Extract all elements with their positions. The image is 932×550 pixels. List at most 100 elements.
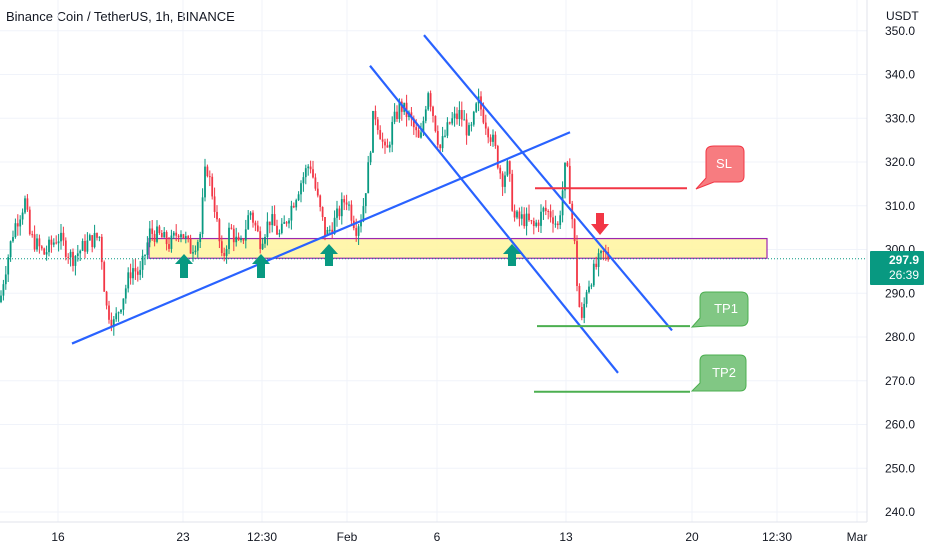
candle-body xyxy=(79,250,82,254)
candle-body xyxy=(199,234,202,242)
candle-body xyxy=(249,212,252,216)
candle-body xyxy=(588,286,590,293)
candle-body xyxy=(336,208,338,218)
candle-body xyxy=(554,223,557,225)
candle-body xyxy=(456,113,458,120)
candle-body xyxy=(177,235,180,238)
channel-lower-line[interactable] xyxy=(369,65,619,374)
candle-body xyxy=(328,229,331,231)
candle-body xyxy=(439,144,442,149)
candle-body xyxy=(204,166,206,198)
candle-body xyxy=(364,193,367,207)
candle-body xyxy=(434,115,437,132)
candle-body xyxy=(96,232,98,238)
arrow-down-icon xyxy=(591,213,609,235)
candle-body xyxy=(417,130,420,138)
candle-body xyxy=(230,227,233,229)
candle-body xyxy=(187,236,190,239)
candle-body xyxy=(240,238,242,241)
price-tick-label: 270.0 xyxy=(885,374,915,388)
arrow-up-icon xyxy=(252,254,270,278)
candle-body xyxy=(453,113,456,119)
sl-callout[interactable]: SL xyxy=(695,145,745,190)
candle-body xyxy=(496,146,499,168)
candle-body xyxy=(499,167,502,174)
candle-body xyxy=(206,166,209,177)
support-zone[interactable] xyxy=(148,237,768,259)
candle-body xyxy=(597,253,600,267)
candle-body xyxy=(369,152,372,163)
candle-body xyxy=(7,257,10,275)
candle-body xyxy=(189,238,192,254)
candle-body xyxy=(460,109,463,120)
candle-body xyxy=(504,175,506,187)
candle-body xyxy=(535,222,538,227)
candle-body xyxy=(528,213,530,221)
candle-body xyxy=(544,207,547,212)
candle-body xyxy=(93,232,96,248)
candle-body xyxy=(19,219,22,227)
candle-body xyxy=(160,233,163,238)
candle-body xyxy=(348,204,350,206)
channel-upper-line[interactable] xyxy=(423,34,673,332)
candle-body xyxy=(492,134,494,142)
candle-body xyxy=(175,232,178,236)
support-arrows xyxy=(175,244,521,278)
candle-body xyxy=(280,223,283,234)
candle-body xyxy=(331,229,334,234)
candle-body xyxy=(62,232,65,241)
price-badge[interactable]: 297.9 26:39 xyxy=(870,251,924,285)
candle-body xyxy=(520,214,523,219)
tp1-callout[interactable]: TP1 xyxy=(690,291,749,328)
candle-body xyxy=(398,101,401,120)
candle-body xyxy=(170,235,173,249)
candle-body xyxy=(547,211,550,213)
ascending-trendline[interactable] xyxy=(71,131,571,345)
price-tick-label: 260.0 xyxy=(885,418,915,432)
candle-body xyxy=(216,211,218,220)
candle-body xyxy=(132,268,134,279)
countdown-label: 26:39 xyxy=(889,268,919,282)
candle-body xyxy=(381,139,384,142)
candle-body xyxy=(559,215,562,226)
candle-body xyxy=(146,242,149,255)
candle-body xyxy=(28,209,31,235)
candle-body xyxy=(76,253,79,256)
candle-body xyxy=(429,93,432,107)
candle-body xyxy=(12,237,14,242)
candle-body xyxy=(441,136,444,149)
candle-body xyxy=(278,233,281,235)
candle-body xyxy=(264,237,266,244)
candle-body xyxy=(583,303,586,318)
candle-body xyxy=(436,131,439,145)
candle-body xyxy=(343,199,346,203)
arrow-up-icon xyxy=(503,244,521,266)
trendlines[interactable] xyxy=(71,34,673,374)
candle-body xyxy=(33,234,36,250)
candle-body xyxy=(350,204,353,221)
candle-body xyxy=(508,161,511,174)
candle-body xyxy=(372,110,374,153)
candle-body xyxy=(48,239,50,253)
candle-body xyxy=(144,254,146,256)
candle-body xyxy=(108,305,110,320)
candle-body xyxy=(396,111,398,120)
candle-body xyxy=(268,221,271,226)
candle-body xyxy=(297,194,300,201)
candle-body xyxy=(602,250,605,252)
candle-body xyxy=(537,222,540,226)
tp2-callout[interactable]: TP2 xyxy=(690,354,747,392)
candle-body xyxy=(302,177,305,184)
candle-body xyxy=(338,208,341,217)
candle-body xyxy=(31,234,34,236)
time-axis[interactable]: 16 23 12:30 Feb 6 13 20 12:30 Mar xyxy=(51,530,867,544)
price-axis[interactable]: 240.0250.0260.0270.0280.0290.0300.0310.0… xyxy=(885,24,915,519)
candle-body xyxy=(228,227,230,250)
candle-body xyxy=(420,132,422,138)
candle-body xyxy=(50,239,53,245)
candle-body xyxy=(427,93,430,110)
candle-body xyxy=(21,212,24,220)
candle-body xyxy=(124,288,127,299)
candle-body xyxy=(333,217,336,234)
